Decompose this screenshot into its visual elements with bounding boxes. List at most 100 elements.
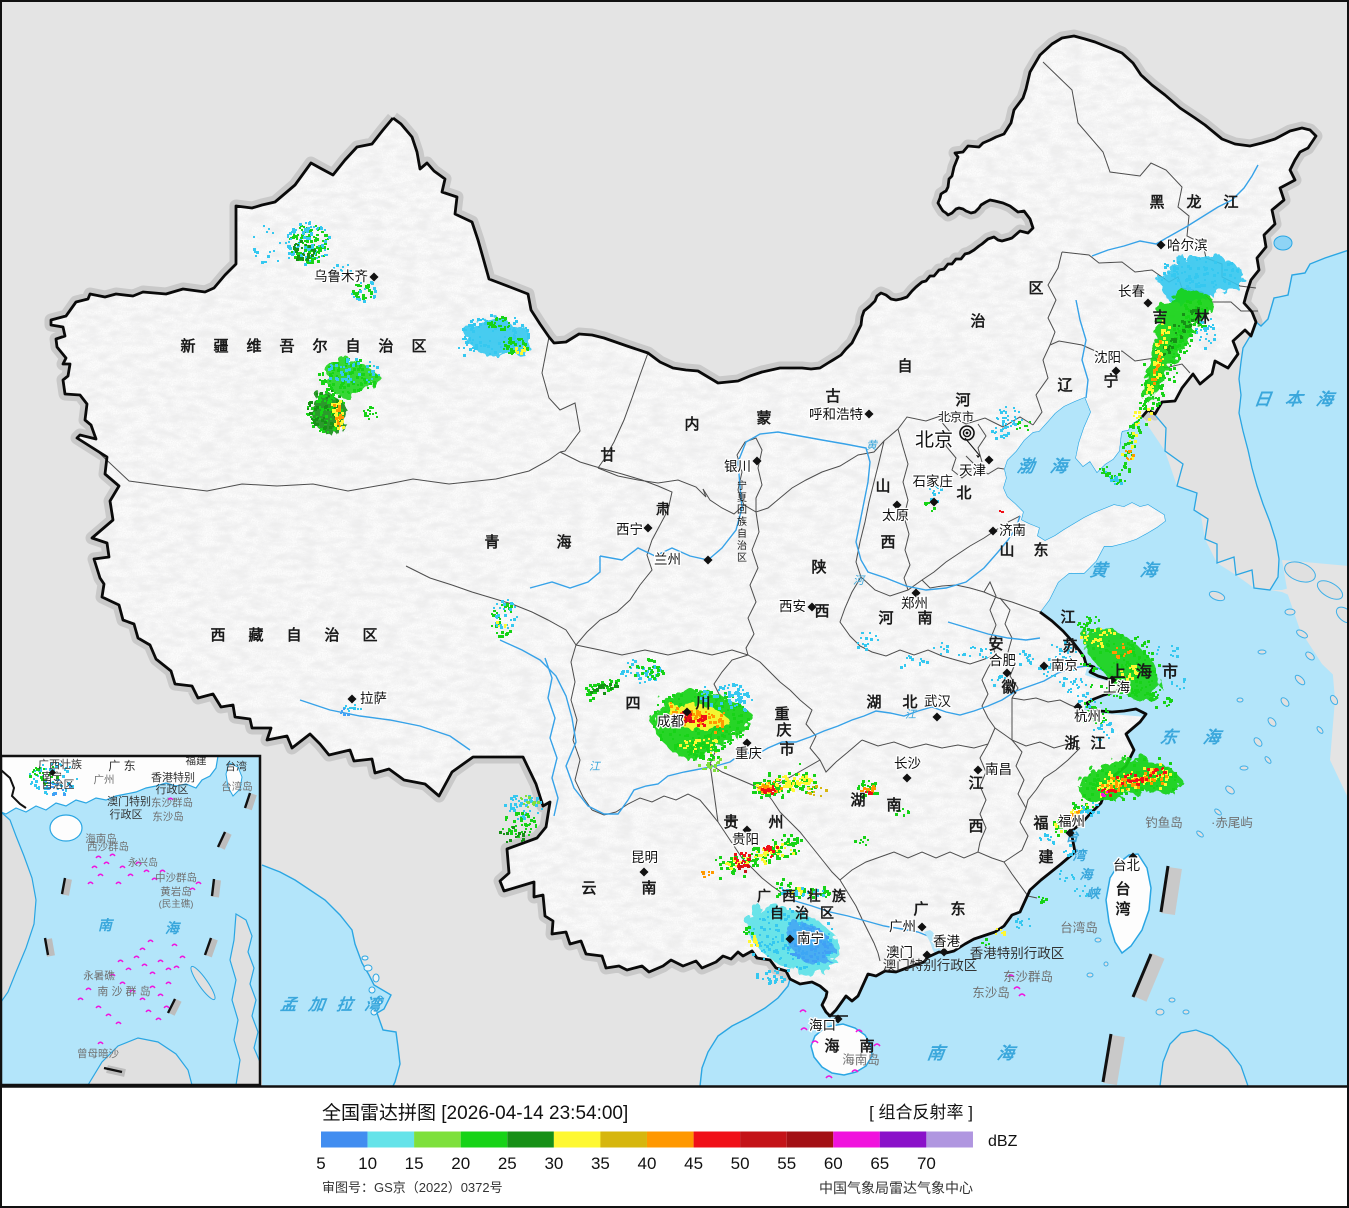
svg-text:治: 治 <box>737 539 747 552</box>
svg-text:西: 西 <box>880 534 895 551</box>
svg-text:江: 江 <box>589 760 601 773</box>
svg-text:55: 55 <box>777 1154 796 1173</box>
svg-text:20: 20 <box>451 1154 470 1173</box>
svg-text:自: 自 <box>737 527 747 540</box>
svg-text:南: 南 <box>98 917 115 933</box>
svg-text:海: 海 <box>824 1037 839 1055</box>
svg-text:西: 西 <box>814 603 829 620</box>
svg-text:东沙群岛: 东沙群岛 <box>151 796 193 809</box>
svg-text:徽: 徽 <box>1000 678 1017 696</box>
svg-text:黄: 黄 <box>866 439 879 452</box>
svg-text:北: 北 <box>956 485 971 502</box>
svg-text:福州: 福州 <box>1058 814 1085 829</box>
svg-text:65: 65 <box>870 1154 889 1173</box>
svg-text:新: 新 <box>180 337 195 355</box>
svg-text:南: 南 <box>917 609 932 627</box>
svg-text:天津: 天津 <box>959 463 986 478</box>
svg-text:南宁: 南宁 <box>797 930 824 946</box>
svg-text:银川: 银川 <box>724 459 751 474</box>
svg-text:市: 市 <box>779 740 794 758</box>
svg-text:海: 海 <box>1139 561 1162 580</box>
svg-text:南: 南 <box>641 879 656 897</box>
svg-text:石家庄: 石家庄 <box>913 473 954 489</box>
svg-text:夏: 夏 <box>737 492 747 504</box>
svg-text:南京: 南京 <box>1051 658 1078 673</box>
svg-text:15: 15 <box>405 1154 424 1173</box>
svg-text:60: 60 <box>824 1154 843 1173</box>
svg-text:拉萨: 拉萨 <box>360 691 387 706</box>
svg-text:海: 海 <box>165 920 182 936</box>
svg-text:建: 建 <box>1038 848 1054 866</box>
svg-text:云: 云 <box>581 880 596 897</box>
svg-text:四: 四 <box>625 695 640 712</box>
svg-text:上: 上 <box>1110 663 1126 681</box>
svg-text:南: 南 <box>859 1037 874 1055</box>
svg-text:70: 70 <box>917 1154 936 1173</box>
svg-text:西: 西 <box>782 888 796 904</box>
svg-text:45: 45 <box>684 1154 703 1173</box>
svg-text:维: 维 <box>246 337 261 355</box>
svg-text:西宁: 西宁 <box>616 521 643 537</box>
svg-text:河: 河 <box>955 391 970 409</box>
svg-text:自: 自 <box>897 357 912 375</box>
svg-text:黄: 黄 <box>1089 561 1112 580</box>
svg-text:南昌: 南昌 <box>985 762 1012 777</box>
svg-text:南宁: 南宁 <box>42 770 62 783</box>
svg-text:海: 海 <box>556 533 571 551</box>
svg-text:哈尔滨: 哈尔滨 <box>1167 238 1208 253</box>
svg-text:青: 青 <box>484 533 499 551</box>
svg-text:浙: 浙 <box>1064 734 1079 752</box>
svg-text:·赤尾屿: ·赤尾屿 <box>1211 816 1253 830</box>
svg-text:贵: 贵 <box>723 813 738 831</box>
svg-text:河: 河 <box>878 609 893 627</box>
svg-text:加: 加 <box>306 996 327 1014</box>
svg-text:澳门特别: 澳门特别 <box>107 794 151 808</box>
svg-text:太原: 太原 <box>882 508 909 523</box>
svg-text:西: 西 <box>968 818 983 835</box>
svg-text:广州: 广州 <box>94 774 115 786</box>
svg-text:自: 自 <box>286 626 301 644</box>
svg-text:海南岛: 海南岛 <box>85 832 117 845</box>
svg-text:35: 35 <box>591 1154 610 1173</box>
svg-text:海: 海 <box>1315 390 1338 409</box>
svg-text:市: 市 <box>1162 662 1178 681</box>
svg-text:50: 50 <box>731 1154 750 1173</box>
svg-text:族: 族 <box>737 515 747 528</box>
svg-text:台: 台 <box>1115 880 1130 898</box>
svg-text:杭州: 杭州 <box>1074 709 1101 724</box>
svg-text:西沙群岛: 西沙群岛 <box>87 840 129 853</box>
svg-text:陕: 陕 <box>811 558 826 576</box>
svg-text:郑州: 郑州 <box>901 596 928 611</box>
svg-text:拉: 拉 <box>335 996 356 1014</box>
svg-text:治: 治 <box>970 312 985 330</box>
svg-text:永兴岛: 永兴岛 <box>128 856 158 869</box>
svg-text:江: 江 <box>1223 193 1238 211</box>
svg-text:湾: 湾 <box>363 995 385 1014</box>
svg-text:40: 40 <box>638 1154 657 1173</box>
svg-text:[ 组合反射率 ]: [ 组合反射率 ] <box>869 1103 973 1122</box>
svg-text:台湾岛: 台湾岛 <box>221 780 253 793</box>
svg-text:北京: 北京 <box>915 429 953 451</box>
svg-text:湖: 湖 <box>866 694 881 711</box>
svg-text:行政区: 行政区 <box>110 807 143 821</box>
svg-text:治: 治 <box>378 337 393 355</box>
svg-text:黑: 黑 <box>1149 194 1164 211</box>
svg-text:dBZ: dBZ <box>988 1133 1018 1150</box>
svg-text:内: 内 <box>684 415 699 433</box>
svg-text:区: 区 <box>820 905 834 921</box>
svg-text:蒙: 蒙 <box>756 409 771 427</box>
svg-text:中国气象局雷达气象中心: 中国气象局雷达气象中心 <box>819 1180 973 1196</box>
svg-text:呼和浩特: 呼和浩特 <box>809 407 863 422</box>
svg-text:长春: 长春 <box>1118 284 1146 299</box>
svg-text:30: 30 <box>544 1154 563 1173</box>
svg-text:族: 族 <box>832 888 847 904</box>
svg-text:曾母暗沙: 曾母暗沙 <box>77 1047 119 1060</box>
svg-text:东沙群岛: 东沙群岛 <box>1003 969 1053 984</box>
svg-text:东沙岛: 东沙岛 <box>972 985 1010 1000</box>
svg-text:重庆: 重庆 <box>735 746 762 761</box>
svg-text:海: 海 <box>996 1044 1019 1063</box>
svg-text:宁: 宁 <box>737 479 747 492</box>
svg-text:西: 西 <box>210 627 225 644</box>
svg-text:渤: 渤 <box>1016 457 1039 476</box>
svg-text:庆: 庆 <box>776 721 791 739</box>
